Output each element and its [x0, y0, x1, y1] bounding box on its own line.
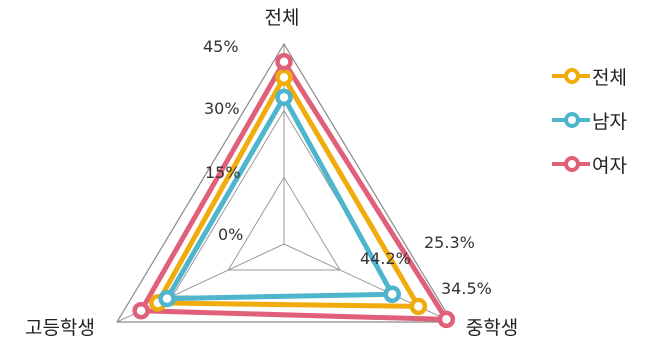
grid-ring-3: [115, 42, 454, 323]
category-label-1: 전체: [265, 7, 300, 29]
data-label-1: 25.3%: [424, 233, 475, 252]
series-line-2: [164, 94, 395, 302]
legend-label-male: 남자: [592, 110, 627, 133]
grid-ring-1: [227, 176, 341, 271]
series-line-3: [138, 59, 449, 322]
series-3-point-3: [132, 301, 150, 320]
data-label-3: 34.5%: [441, 279, 492, 298]
radar-series: [132, 53, 456, 329]
series-1-point-2: [409, 297, 428, 316]
category-label-2: 중학생: [466, 317, 518, 339]
r-tick-label-4: 45%: [203, 37, 239, 56]
series-line-1: [155, 74, 421, 309]
legend-label-female: 여자: [592, 154, 627, 177]
data-label-2: 44.2%: [360, 249, 411, 268]
legend-label-total: 전체: [592, 66, 627, 89]
series-3-point-1: [275, 53, 293, 71]
r-tick-label-1: 0%: [218, 225, 243, 244]
legend-dot-total: [564, 68, 580, 84]
series-2-point-1: [275, 88, 293, 107]
legend-marker-male: [552, 112, 590, 128]
series-2-point-2: [383, 285, 402, 304]
legend-item-total: 전체: [552, 62, 627, 90]
legend-item-female: 여자: [552, 150, 627, 178]
legend-dot-male: [564, 112, 580, 128]
legend: 전체 남자 여자: [552, 62, 627, 194]
series-2-point-3: [158, 289, 176, 308]
legend-dot-female: [564, 156, 580, 172]
r-tick-label-2: 15%: [205, 163, 241, 182]
category-label-3: 고등학생: [25, 317, 95, 339]
series-1-point-1: [275, 68, 293, 87]
legend-marker-total: [552, 68, 590, 84]
r-tick-label-3: 30%: [204, 99, 240, 118]
legend-marker-female: [552, 156, 590, 172]
legend-item-male: 남자: [552, 106, 627, 134]
series-3-point-2: [437, 310, 456, 329]
